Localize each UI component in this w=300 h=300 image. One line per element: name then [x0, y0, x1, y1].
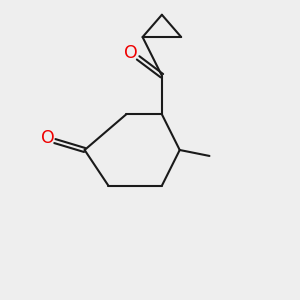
- Text: O: O: [40, 129, 54, 147]
- Text: O: O: [124, 44, 138, 62]
